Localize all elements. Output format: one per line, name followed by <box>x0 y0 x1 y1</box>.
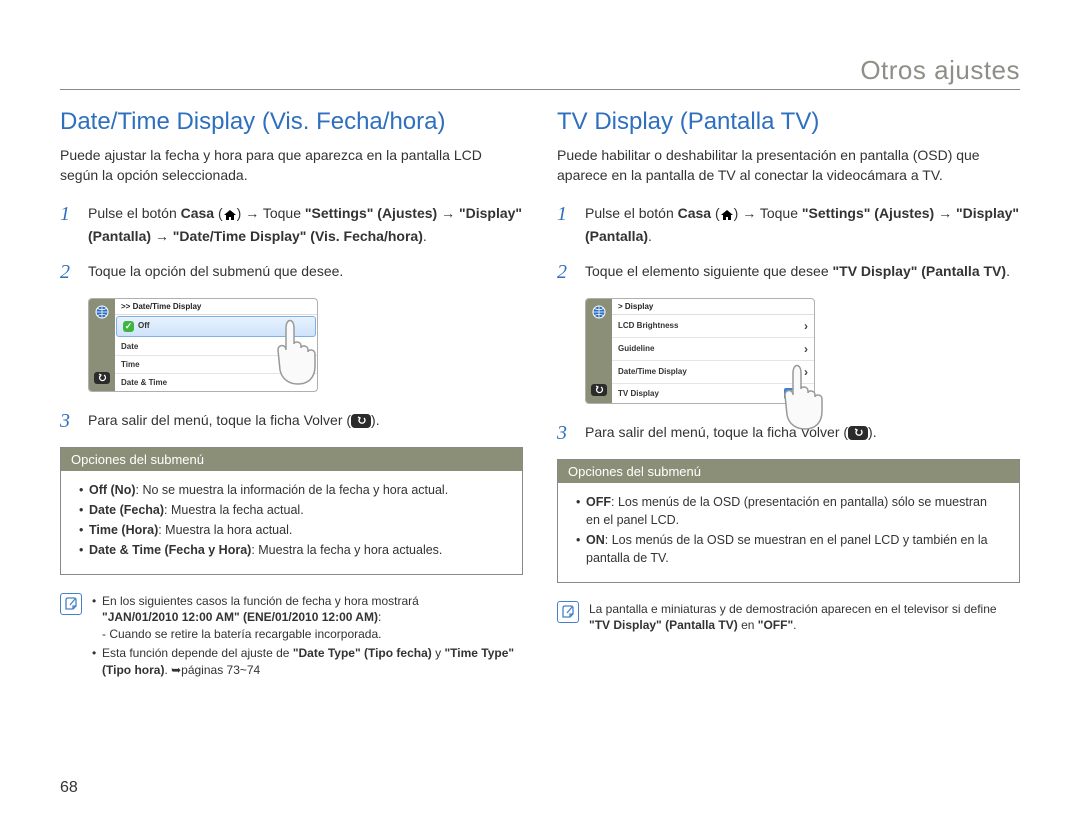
left-column: Date/Time Display (Vis. Fecha/hora) Pued… <box>60 108 523 681</box>
right-step-3: 3 Para salir del menú, toque la ficha Vo… <box>557 422 1020 445</box>
lcd-row-brightness: LCD Brightness› <box>612 315 814 338</box>
home-icon <box>720 206 734 226</box>
back-icon <box>590 381 608 399</box>
back-icon <box>848 425 868 445</box>
note-icon <box>60 593 82 615</box>
step-number: 1 <box>557 203 585 247</box>
options-body: Off (No): No se muestra la información d… <box>61 471 522 574</box>
left-note: En los siguientes casos la función de fe… <box>60 593 523 681</box>
chevron-right-icon: › <box>804 365 808 379</box>
left-options-box: Opciones del submenú Off (No): No se mue… <box>60 447 523 575</box>
options-body: OFF: Los menús de la OSD (presentación e… <box>558 483 1019 582</box>
step-number: 2 <box>557 261 585 284</box>
back-icon <box>93 369 111 387</box>
right-intro: Puede habilitar o deshabilitar la presen… <box>557 146 1020 185</box>
note-icon <box>557 601 579 623</box>
left-step-3: 3 Para salir del menú, toque la ficha Vo… <box>60 410 523 433</box>
option-off: OFF: Los menús de la OSD (presentación e… <box>576 493 1001 529</box>
note-item: En los siguientes casos la función de fe… <box>92 593 523 643</box>
right-column: TV Display (Pantalla TV) Puede habilitar… <box>557 108 1020 681</box>
lcd-sidebar <box>89 299 115 391</box>
note-item: Esta función depende del ajuste de "Date… <box>92 645 523 679</box>
chevron-right-icon: › <box>804 319 808 333</box>
chevron-right-icon: › <box>804 342 808 356</box>
option-off: Off (No): No se muestra la información d… <box>79 481 504 499</box>
lcd-breadcrumb: >> Date/Time Display <box>115 299 317 315</box>
right-options-box: Opciones del submenú OFF: Los menús de l… <box>557 459 1020 583</box>
right-section-title: TV Display (Pantalla TV) <box>557 108 1020 136</box>
page-header-rule: Otros ajustes <box>60 55 1020 90</box>
lcd-sidebar <box>586 299 612 403</box>
left-intro: Puede ajustar la fecha y hora para que a… <box>60 146 523 185</box>
lcd-menu: > Display LCD Brightness› Guideline› Dat… <box>612 299 814 403</box>
left-lcd-mockup: >> Date/Time Display ✓Off Date Time Date… <box>88 298 523 392</box>
lcd-screen: >> Date/Time Display ✓Off Date Time Date… <box>88 298 318 392</box>
on-badge: ON <box>784 388 808 399</box>
lcd-option-time: Time <box>115 356 317 374</box>
option-date: Date (Fecha): Muestra la fecha actual. <box>79 501 504 519</box>
home-icon <box>223 206 237 226</box>
right-note: La pantalla e miniaturas y de demostraci… <box>557 601 1020 635</box>
options-title: Opciones del submenú <box>558 460 1019 483</box>
lcd-row-guideline: Guideline› <box>612 338 814 361</box>
lcd-option-datetime: Date & Time <box>115 374 317 391</box>
check-icon: ✓ <box>123 321 134 332</box>
option-datetime: Date & Time (Fecha y Hora): Muestra la f… <box>79 541 504 559</box>
lcd-breadcrumb: > Display <box>612 299 814 315</box>
step-text: Pulse el botón Casa () → Toque "Settings… <box>88 203 523 247</box>
step-number: 3 <box>60 410 88 433</box>
right-lcd-mockup: > Display LCD Brightness› Guideline› Dat… <box>585 298 1020 404</box>
lcd-menu: >> Date/Time Display ✓Off Date Time Date… <box>115 299 317 391</box>
manual-page: Otros ajustes Date/Time Display (Vis. Fe… <box>0 0 1080 721</box>
globe-icon <box>590 303 608 321</box>
step-text: Pulse el botón Casa () → Toque "Settings… <box>585 203 1020 247</box>
page-number: 68 <box>60 779 78 797</box>
note-list: En los siguientes casos la función de fe… <box>92 593 523 681</box>
left-step-1: 1 Pulse el botón Casa () → Toque "Settin… <box>60 203 523 247</box>
step-text: Para salir del menú, toque la ficha Volv… <box>585 422 1020 445</box>
globe-icon <box>93 303 111 321</box>
step-number: 1 <box>60 203 88 247</box>
lcd-row-datetime: Date/Time Display› <box>612 361 814 384</box>
step-text: Para salir del menú, toque la ficha Volv… <box>88 410 523 433</box>
left-section-title: Date/Time Display (Vis. Fecha/hora) <box>60 108 523 136</box>
note-text: La pantalla e miniaturas y de demostraci… <box>589 601 1020 635</box>
option-time: Time (Hora): Muestra la hora actual. <box>79 521 504 539</box>
left-step-2: 2 Toque la opción del submenú que desee. <box>60 261 523 284</box>
step-text: Toque la opción del submenú que desee. <box>88 261 523 284</box>
two-column-layout: Date/Time Display (Vis. Fecha/hora) Pued… <box>60 108 1020 681</box>
right-step-1: 1 Pulse el botón Casa () → Toque "Settin… <box>557 203 1020 247</box>
option-on: ON: Los menús de la OSD se muestran en e… <box>576 531 1001 567</box>
section-running-head: Otros ajustes <box>860 55 1020 85</box>
back-icon <box>351 413 371 433</box>
lcd-option-off: ✓Off <box>116 316 316 337</box>
options-title: Opciones del submenú <box>61 448 522 471</box>
lcd-row-tvdisplay: TV DisplayON <box>612 384 814 403</box>
step-text: Toque el elemento siguiente que desee "T… <box>585 261 1020 284</box>
right-step-2: 2 Toque el elemento siguiente que desee … <box>557 261 1020 284</box>
step-number: 3 <box>557 422 585 445</box>
lcd-screen: > Display LCD Brightness› Guideline› Dat… <box>585 298 815 404</box>
step-number: 2 <box>60 261 88 284</box>
lcd-option-date: Date <box>115 338 317 356</box>
